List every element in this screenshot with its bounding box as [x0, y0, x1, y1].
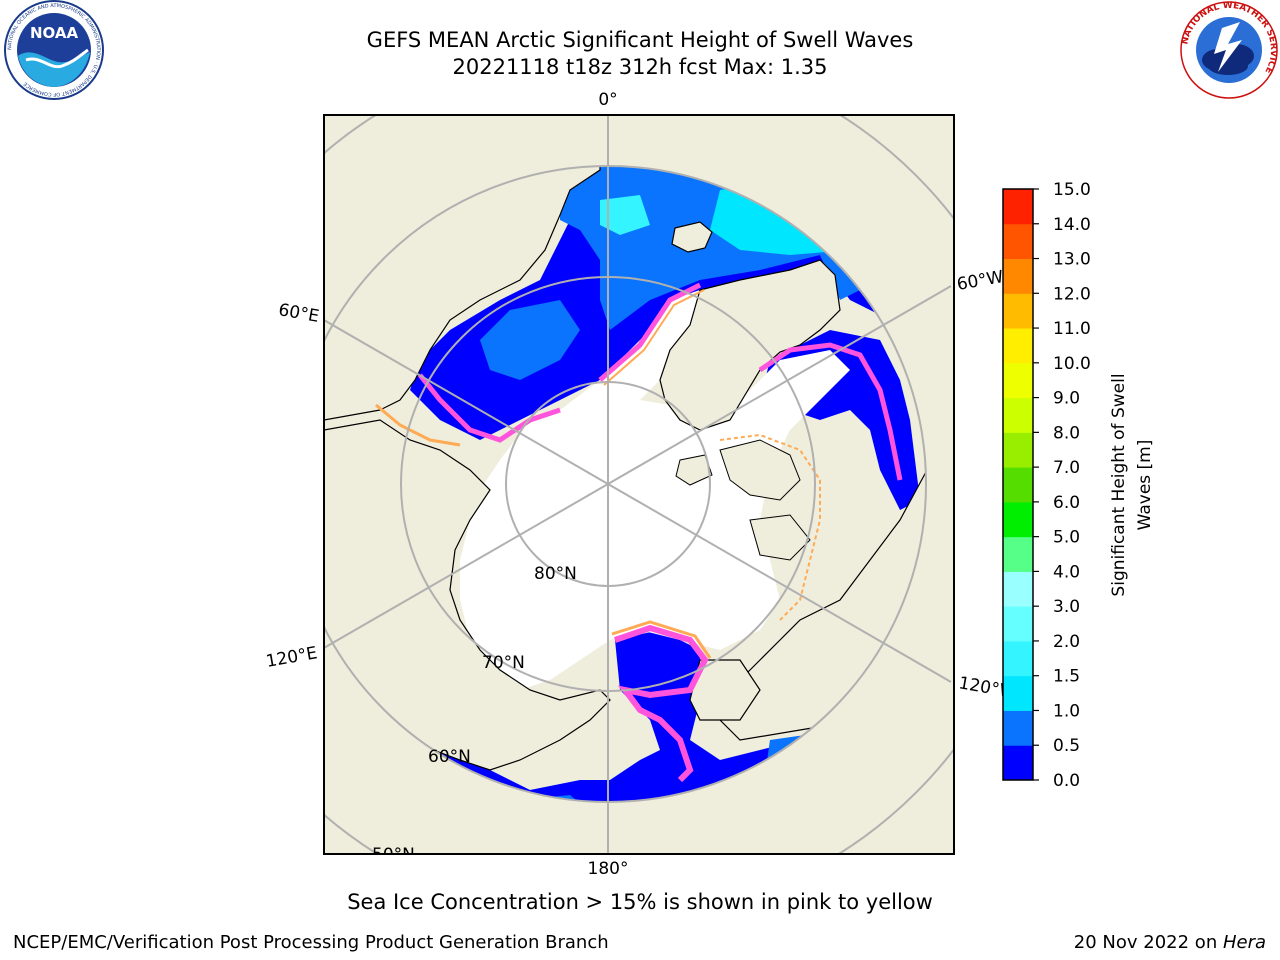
colorbar-tick-label: 12.0 [1053, 284, 1091, 304]
footer-machine: Hera [1222, 932, 1266, 953]
land-canadian-archipelago [719, 439, 801, 501]
swell-band-1m-lower [480, 300, 580, 380]
colorbar-segment [1003, 328, 1033, 364]
colorbar-segment [1003, 571, 1033, 607]
colorbar-tick-label: 0.0 [1053, 771, 1080, 791]
meridian-120e-60w [324, 285, 952, 650]
colorbar-segment [1003, 189, 1033, 225]
lon-label-60w: 60°W [955, 267, 1005, 295]
colorbar-tick-label: 5.0 [1053, 528, 1080, 548]
land-canadian-archipelago-2 [749, 514, 811, 561]
colorbar-tick-label: 10.0 [1053, 354, 1091, 374]
colorbar-tick-label: 9.0 [1053, 389, 1080, 409]
colorbar-segment [1003, 710, 1033, 746]
colorbar-tick-label: 1.5 [1053, 667, 1080, 687]
colorbar-segment [1003, 223, 1033, 260]
lon-label-180: 180° [588, 859, 629, 879]
footer-date: 20 Nov 2022 on Hera [1074, 932, 1266, 953]
colorbar-segment [1003, 293, 1033, 329]
colorbar-tick-label: 15.0 [1053, 180, 1091, 200]
swell-band-1-5m-small [600, 195, 650, 235]
map-area: 80°N 70°N 60°N 50°N [324, 115, 954, 865]
colorbar-tick-label: 3.0 [1053, 597, 1080, 617]
colorbar-segment [1003, 397, 1033, 433]
colorbar-segment [1003, 467, 1033, 503]
chart-subtitle: 20221118 t18z 312h fcst Max: 1.35 [452, 55, 828, 79]
chart-title: GEFS MEAN Arctic Significant Height of S… [366, 28, 914, 52]
colorbar-segment [1003, 606, 1033, 642]
colorbar-tick-label: 0.5 [1053, 736, 1080, 756]
colorbar: 0.0 0.5 1.0 1.5 2.0 3.0 4.0 5.0 6.0 7.0 8.0 9.0 10.0… [1002, 180, 1091, 791]
ice-edge-kara-outer [375, 403, 461, 447]
colorbar-tick-label: 2.0 [1053, 632, 1080, 652]
nws-logo: NATIONAL WEATHER SERVICE [1180, 1, 1278, 99]
colorbar-segment [1003, 536, 1033, 572]
colorbar-segment [1003, 675, 1033, 711]
ice-edge-chukchi-outer [611, 620, 712, 659]
lat-label-50n: 50°N [372, 845, 415, 865]
colorbar-label-line2: Waves [m] [1135, 440, 1155, 531]
colorbar-tick-label: 14.0 [1053, 215, 1091, 235]
colorbar-tick-label: 6.0 [1053, 493, 1080, 513]
sea-ice-region [460, 290, 850, 690]
lon-label-0: 0° [598, 90, 617, 110]
colorbar-tick-label: 8.0 [1053, 423, 1080, 443]
colorbar-segment [1003, 362, 1033, 399]
ice-edge-archipelago [719, 433, 821, 621]
ice-edge-baffin [758, 342, 903, 481]
colorbar-tick-label: 11.0 [1053, 319, 1091, 339]
colorbar-segment [1003, 640, 1033, 677]
lat-label-80n: 80°N [534, 564, 577, 584]
ice-edge-chukchi [614, 624, 709, 783]
lat-label-60n: 60°N [428, 747, 471, 767]
footer-date-text: 20 Nov 2022 on [1073, 932, 1223, 953]
noaa-logo: NATIONAL OCEANIC AND ATMOSPHERIC ADMINIS… [4, 0, 104, 100]
graticule [324, 115, 954, 854]
colorbar-label-line1: Significant Height of Swell [1109, 373, 1129, 596]
lon-label-60e: 60°E [277, 300, 321, 327]
colorbar-tick-label: 7.0 [1053, 458, 1080, 478]
map-frame [323, 114, 955, 855]
land-alaska [689, 659, 761, 721]
colorbar-segment [1003, 501, 1033, 538]
noaa-wordmark: NOAA [30, 24, 79, 42]
sea-ice-note: Sea Ice Concentration > 15% is shown in … [347, 890, 933, 914]
colorbar-segment [1003, 745, 1033, 781]
colorbar-segment [1003, 432, 1033, 468]
colorbar-frame [1002, 188, 1034, 781]
colorbar-tick-label: 1.0 [1053, 701, 1080, 721]
ice-edge-kara [418, 373, 561, 443]
land-canadian-archipelago-3 [675, 454, 713, 486]
colorbar-tick-label: 4.0 [1053, 562, 1080, 582]
lat-label-70n: 70°N [482, 653, 525, 673]
land-svalbard [671, 221, 713, 253]
colorbar-segment [1003, 258, 1033, 294]
ice-edge-barents-outer [603, 289, 705, 386]
colorbar-tick-label: 13.0 [1053, 250, 1091, 270]
lon-label-120e: 120°E [264, 643, 318, 672]
footer-credit: NCEP/EMC/Verification Post Processing Pr… [13, 932, 609, 953]
